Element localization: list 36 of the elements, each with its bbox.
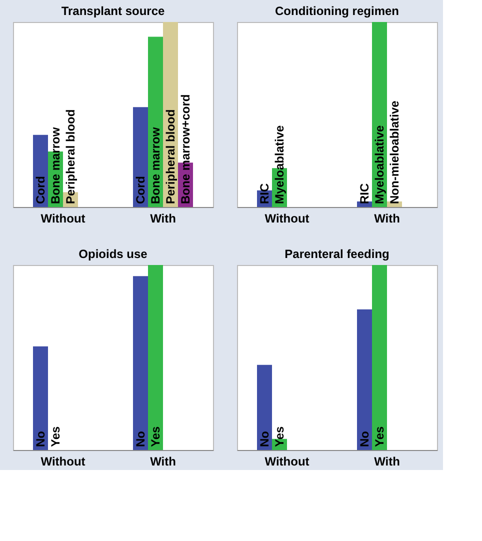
x-tick-label: Without (264, 212, 310, 226)
bar (257, 364, 272, 450)
text: Peripheral blood (164, 109, 178, 204)
bar (372, 265, 387, 450)
series-label: No (34, 431, 48, 447)
series-label: Yes (148, 426, 162, 447)
text: Yes (372, 426, 386, 447)
text: Myeloablative (272, 124, 286, 204)
text: Yes (48, 426, 62, 447)
text: Yes (272, 426, 286, 447)
x-tick-label: With (150, 212, 176, 226)
text: Peripheral blood (64, 109, 78, 204)
x-tick-label: Without (40, 212, 86, 226)
chart-title: Opioids use (78, 247, 148, 261)
series-label: RIC (258, 183, 272, 204)
chart-title: Transplant source (61, 4, 166, 18)
x-tick-label: Without (40, 454, 86, 468)
x-tick-label: With (374, 454, 400, 468)
text: Bone marrow+cord (178, 94, 192, 204)
text: Cord (134, 176, 148, 204)
text: Myeloablative (372, 125, 386, 204)
chart-title: Parenteral feeding (284, 247, 390, 261)
text: No (134, 431, 148, 447)
x-tick-label: Without (264, 454, 310, 468)
text: RIC (358, 183, 372, 204)
series-label: Cord (34, 176, 48, 204)
x-tick-label: With (150, 454, 176, 468)
series-label: No (258, 431, 272, 447)
series-label: Bone marrow (48, 126, 62, 204)
bar (133, 107, 148, 207)
chart-title: Conditioning regimen (275, 4, 399, 18)
text: Non-mieloablative (388, 100, 402, 204)
x-tick-label: With (374, 212, 400, 226)
text: No (358, 431, 372, 447)
bar (357, 309, 372, 450)
text: Bone marrow (148, 127, 162, 204)
